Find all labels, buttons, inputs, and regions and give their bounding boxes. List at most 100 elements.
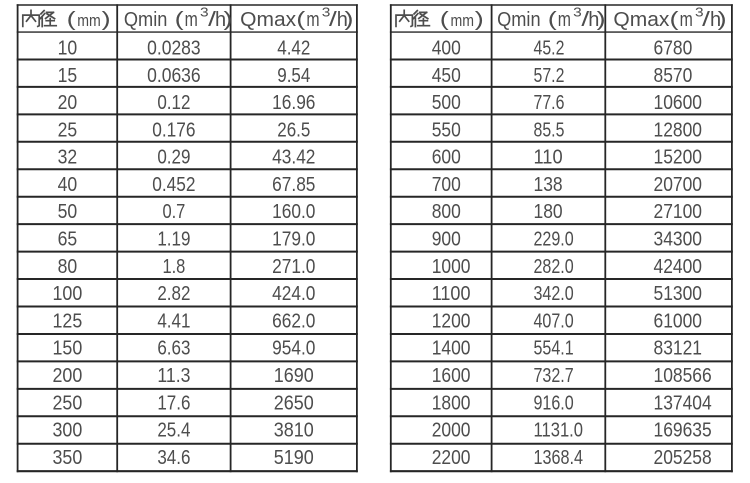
svg-text:mm: mm — [451, 11, 475, 30]
svg-text:h: h — [215, 9, 226, 31]
svg-text:m: m — [185, 9, 198, 31]
svg-text:1131.0: 1131.0 — [534, 420, 584, 442]
svg-text:700: 700 — [432, 174, 461, 196]
svg-text:1690: 1690 — [274, 365, 314, 387]
svg-text:3: 3 — [573, 5, 582, 19]
svg-text:1200: 1200 — [432, 310, 471, 332]
svg-text:1368.4: 1368.4 — [534, 447, 584, 469]
svg-text:25: 25 — [58, 119, 78, 141]
svg-text:17.6: 17.6 — [157, 392, 190, 414]
svg-text:0.176: 0.176 — [152, 119, 195, 141]
svg-text:350: 350 — [53, 447, 83, 469]
svg-text:954.0: 954.0 — [272, 338, 315, 360]
svg-text:271.0: 271.0 — [272, 256, 315, 278]
svg-text:20: 20 — [58, 92, 78, 114]
svg-text:8570: 8570 — [654, 65, 693, 87]
svg-text:/: / — [208, 9, 216, 31]
svg-text:250: 250 — [53, 392, 83, 414]
svg-text:5190: 5190 — [274, 447, 314, 469]
svg-text:100: 100 — [53, 283, 83, 305]
svg-text:150: 150 — [53, 338, 83, 360]
svg-text:): ) — [102, 9, 111, 31]
svg-text:160.0: 160.0 — [272, 201, 315, 223]
svg-text:): ) — [718, 9, 727, 31]
svg-text:205258: 205258 — [654, 447, 712, 469]
svg-text:1100: 1100 — [432, 283, 471, 305]
svg-text:11.3: 11.3 — [157, 365, 190, 387]
svg-text:h: h — [337, 9, 348, 31]
svg-text:0.29: 0.29 — [157, 147, 190, 169]
svg-text:h: h — [710, 9, 721, 31]
svg-text:125: 125 — [53, 310, 83, 332]
svg-text:51300: 51300 — [654, 283, 703, 305]
svg-text:1.8: 1.8 — [162, 256, 185, 278]
svg-text:67.85: 67.85 — [272, 174, 315, 196]
svg-text:4.41: 4.41 — [157, 310, 190, 332]
svg-text:50: 50 — [58, 201, 78, 223]
svg-text:57.2: 57.2 — [534, 65, 565, 87]
svg-text:Qmin: Qmin — [124, 9, 167, 31]
svg-text:1.19: 1.19 — [157, 229, 190, 251]
svg-text:(: ( — [548, 9, 557, 31]
svg-text:0.0636: 0.0636 — [147, 65, 201, 87]
svg-text:42400: 42400 — [654, 256, 703, 278]
svg-text:m: m — [680, 9, 693, 31]
svg-text:0.7: 0.7 — [162, 201, 185, 223]
svg-text:(: ( — [670, 9, 679, 31]
svg-text:mm: mm — [77, 11, 101, 30]
svg-text:m: m — [558, 9, 571, 31]
svg-text:3: 3 — [322, 5, 331, 19]
svg-text:26.5: 26.5 — [277, 119, 310, 141]
svg-text:300: 300 — [53, 420, 83, 442]
svg-text:2200: 2200 — [432, 447, 471, 469]
svg-text:2000: 2000 — [432, 420, 471, 442]
svg-text:(: ( — [175, 9, 184, 31]
svg-text:407.0: 407.0 — [534, 310, 574, 332]
svg-text:61000: 61000 — [654, 310, 703, 332]
svg-text:732.7: 732.7 — [534, 365, 574, 387]
svg-text:45.2: 45.2 — [534, 38, 565, 60]
svg-text:85.5: 85.5 — [534, 119, 565, 141]
svg-text:108566: 108566 — [654, 365, 712, 387]
svg-text:600: 600 — [432, 147, 461, 169]
svg-text:900: 900 — [432, 229, 461, 251]
svg-text:550: 550 — [432, 119, 461, 141]
svg-text:0.452: 0.452 — [152, 174, 195, 196]
svg-text:): ) — [475, 9, 484, 31]
svg-text:0.12: 0.12 — [157, 92, 190, 114]
svg-text:137404: 137404 — [654, 392, 712, 414]
svg-text:2650: 2650 — [274, 392, 314, 414]
svg-text:/: / — [702, 9, 710, 31]
svg-text:1400: 1400 — [432, 338, 471, 360]
svg-text:): ) — [345, 9, 354, 31]
svg-text:34300: 34300 — [654, 229, 703, 251]
svg-text:282.0: 282.0 — [534, 256, 574, 278]
svg-text:229.0: 229.0 — [534, 229, 574, 251]
svg-text:25.4: 25.4 — [157, 420, 190, 442]
svg-text:16.96: 16.96 — [272, 92, 315, 114]
svg-text:0.0283: 0.0283 — [147, 38, 201, 60]
svg-text:554.1: 554.1 — [534, 338, 574, 360]
svg-text:3: 3 — [695, 5, 704, 19]
svg-text:400: 400 — [432, 38, 461, 60]
svg-text:916.0: 916.0 — [534, 392, 574, 414]
svg-text:80: 80 — [58, 256, 78, 278]
svg-text:34.6: 34.6 — [157, 447, 190, 469]
svg-text:3: 3 — [200, 5, 209, 19]
svg-text:m: m — [306, 9, 319, 31]
svg-text:1800: 1800 — [432, 392, 471, 414]
svg-text:65: 65 — [58, 229, 78, 251]
svg-text:43.42: 43.42 — [272, 147, 315, 169]
svg-text:Qmin: Qmin — [497, 9, 540, 31]
svg-text:77.6: 77.6 — [534, 92, 565, 114]
svg-text:/: / — [329, 9, 337, 31]
svg-text:Qmax: Qmax — [240, 9, 296, 31]
svg-text:6.63: 6.63 — [157, 338, 190, 360]
svg-text:4.42: 4.42 — [277, 38, 310, 60]
svg-text:h: h — [588, 9, 599, 31]
svg-text:1000: 1000 — [432, 256, 471, 278]
svg-text:342.0: 342.0 — [534, 283, 574, 305]
svg-text:15200: 15200 — [654, 147, 703, 169]
svg-text:83121: 83121 — [654, 338, 703, 360]
svg-text:(: ( — [440, 9, 449, 31]
